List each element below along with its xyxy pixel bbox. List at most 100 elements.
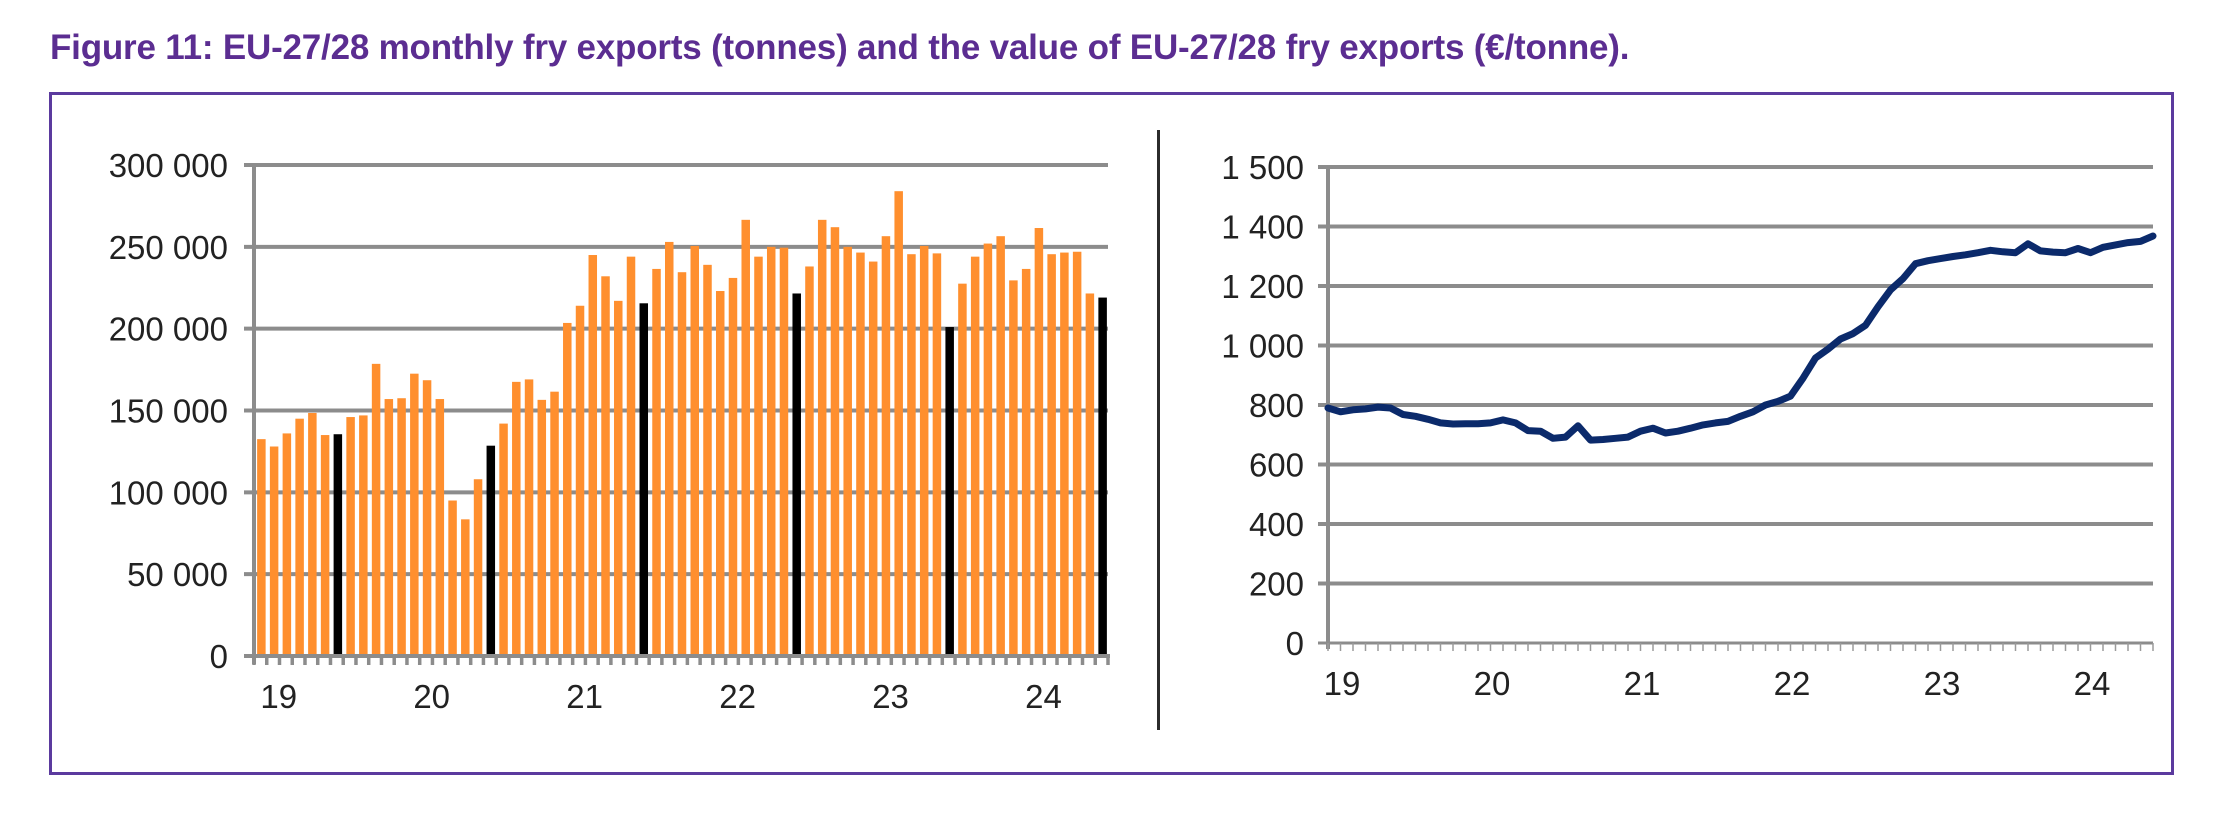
bar <box>1034 228 1044 657</box>
bar <box>308 412 317 656</box>
bar <box>512 381 521 656</box>
bar <box>741 219 750 656</box>
bar <box>614 300 623 656</box>
bar-july <box>792 293 801 656</box>
bar <box>665 241 674 656</box>
y-tick-label: 200 000 <box>109 311 228 348</box>
bar <box>754 256 763 656</box>
bar <box>894 191 903 657</box>
x-tick-label: 20 <box>1474 665 1511 702</box>
x-tick-label: 19 <box>1324 665 1361 702</box>
x-tick-label: 23 <box>872 678 909 715</box>
bar <box>448 500 457 656</box>
y-tick-label: 150 000 <box>109 393 228 430</box>
y-tick-label: 100 000 <box>109 474 228 511</box>
bar <box>588 255 598 656</box>
bar <box>626 256 636 656</box>
bar-july <box>639 303 649 656</box>
bar <box>868 261 878 656</box>
x-tick-label: 19 <box>260 678 297 715</box>
y-tick-label: 1 500 <box>1221 149 1304 186</box>
y-tick-label: 1 200 <box>1221 268 1304 305</box>
chart-divider <box>1157 130 1160 730</box>
bar <box>766 246 776 657</box>
bar <box>524 379 534 656</box>
bar <box>550 391 559 656</box>
y-tick-label: 1 000 <box>1221 328 1304 365</box>
bar <box>1072 251 1082 656</box>
bar <box>563 322 572 656</box>
bar <box>1047 254 1056 656</box>
bar <box>856 252 865 657</box>
bar <box>575 305 585 656</box>
y-tick-label: 600 <box>1249 447 1304 484</box>
bar <box>817 219 827 656</box>
x-tick-label: 23 <box>1924 665 1961 702</box>
bar <box>257 439 266 656</box>
bar <box>461 519 470 656</box>
bar <box>715 291 725 656</box>
bar <box>958 283 967 656</box>
figure-frame <box>49 92 2174 775</box>
bar <box>371 363 381 656</box>
bar <box>652 268 661 656</box>
bar <box>843 246 852 657</box>
bar <box>970 256 980 656</box>
bar <box>996 236 1005 656</box>
bar-july <box>333 434 343 656</box>
y-tick-label: 250 000 <box>109 229 228 266</box>
bar <box>779 247 789 656</box>
bar <box>830 227 840 656</box>
y-tick-label: 50 000 <box>127 556 228 593</box>
bar <box>410 373 419 656</box>
bar <box>397 398 406 656</box>
y-tick-label: 1 400 <box>1221 209 1304 246</box>
bar <box>703 264 712 656</box>
bar <box>1021 268 1031 656</box>
bar <box>359 415 368 656</box>
x-tick-label: 20 <box>413 678 450 715</box>
bar-july <box>945 327 954 656</box>
bar <box>601 276 610 656</box>
x-tick-label: 22 <box>1774 665 1811 702</box>
bar <box>983 243 993 656</box>
y-tick-label: 0 <box>1286 625 1304 662</box>
y-tick-label: 0 <box>210 638 228 675</box>
series-line-eur-per-tonne <box>1324 232 2157 444</box>
bar-july <box>1098 297 1107 656</box>
y-tick-label: 400 <box>1249 506 1304 543</box>
bar <box>346 417 355 656</box>
bar <box>1009 280 1018 656</box>
bar <box>1085 293 1095 656</box>
bar <box>728 277 738 656</box>
bar <box>881 236 891 656</box>
y-tick-label: 300 000 <box>109 147 228 184</box>
bar <box>435 399 445 656</box>
bar <box>932 253 942 656</box>
y-tick-label: 200 <box>1249 566 1304 603</box>
x-tick-label: 21 <box>1624 665 1661 702</box>
bar <box>422 380 432 656</box>
bar <box>269 446 279 656</box>
x-tick-label: 24 <box>1025 678 1062 715</box>
y-tick-label: 800 <box>1249 387 1304 424</box>
bar <box>690 246 699 656</box>
bar <box>384 399 394 656</box>
bar <box>805 266 814 656</box>
bar <box>282 433 292 656</box>
figure-title: Figure 11: EU-27/28 monthly fry exports … <box>50 28 1630 67</box>
bar <box>295 418 304 656</box>
bar <box>537 399 547 656</box>
bar <box>677 272 687 656</box>
x-tick-label: 24 <box>2074 665 2111 702</box>
x-tick-label: 22 <box>719 678 756 715</box>
bar <box>919 246 929 656</box>
bar <box>1060 252 1069 657</box>
bar <box>320 435 330 656</box>
bar <box>473 479 483 656</box>
bar <box>907 254 916 656</box>
bar-july <box>486 445 496 656</box>
bar <box>499 423 508 656</box>
